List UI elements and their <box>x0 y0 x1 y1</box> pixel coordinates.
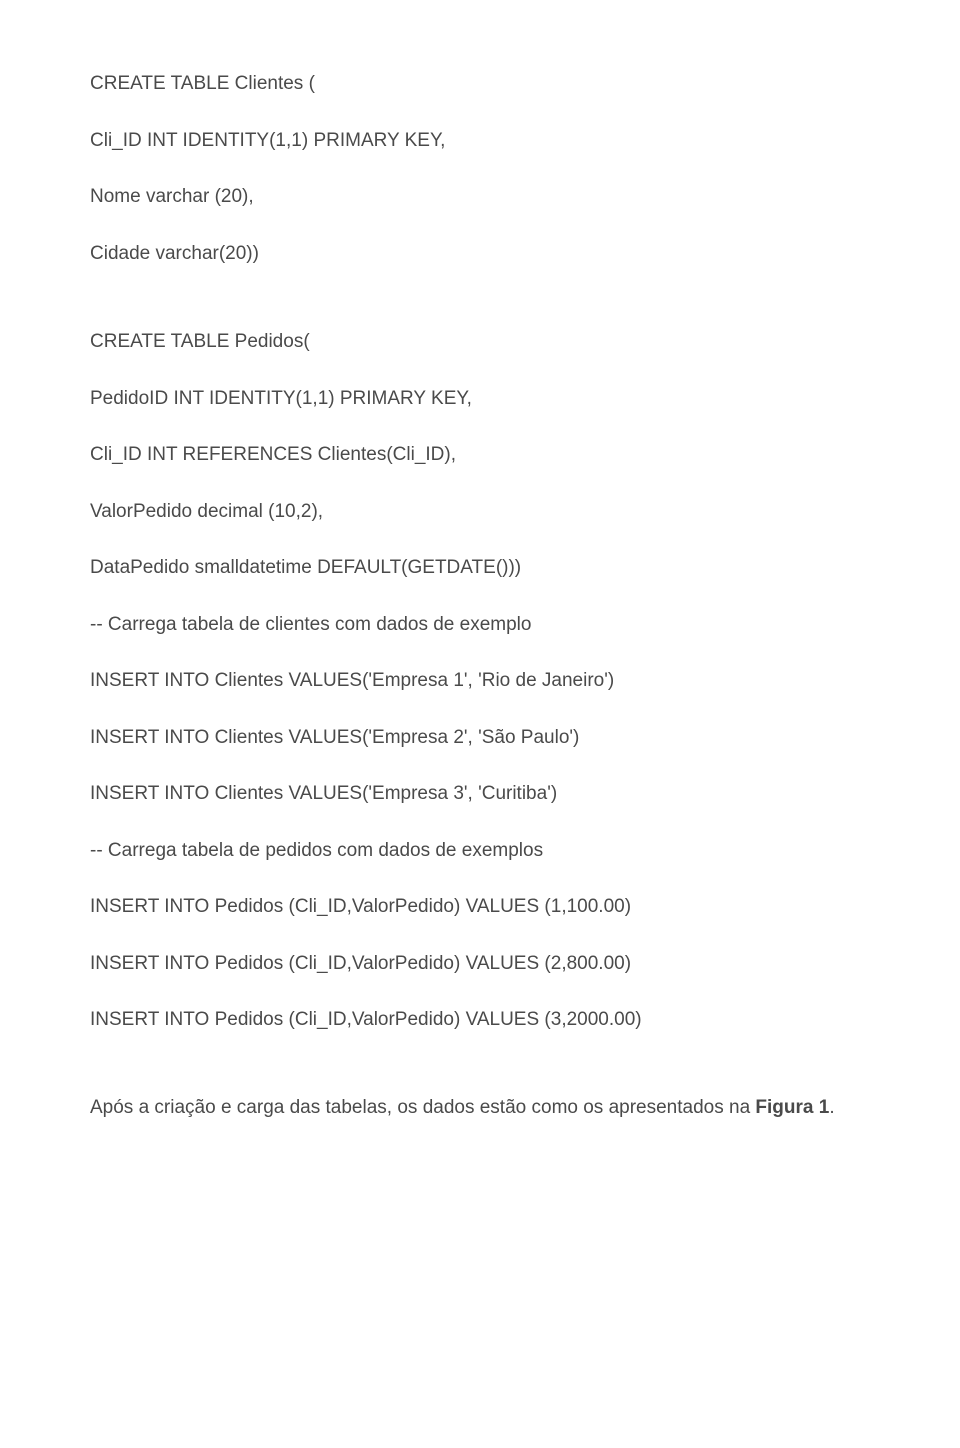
sql-line: CREATE TABLE Pedidos( <box>90 328 870 357</box>
document-page: CREATE TABLE Clientes ( Cli_ID INT IDENT… <box>0 0 960 1182</box>
sql-line: INSERT INTO Pedidos (Cli_ID,ValorPedido)… <box>90 893 870 922</box>
sql-line: Nome varchar (20), <box>90 183 870 212</box>
sql-line: INSERT INTO Pedidos (Cli_ID,ValorPedido)… <box>90 1006 870 1035</box>
sql-line: INSERT INTO Clientes VALUES('Empresa 1',… <box>90 667 870 696</box>
sql-line: INSERT INTO Pedidos (Cli_ID,ValorPedido)… <box>90 950 870 979</box>
footer-text-suffix: . <box>829 1097 834 1118</box>
footer-figure-ref: Figura 1 <box>755 1097 829 1118</box>
sql-line: CREATE TABLE Clientes ( <box>90 70 870 99</box>
sql-line: ValorPedido decimal (10,2), <box>90 498 870 527</box>
sql-line: Cli_ID INT REFERENCES Clientes(Cli_ID), <box>90 441 870 470</box>
sql-comment: -- Carrega tabela de pedidos com dados d… <box>90 837 870 866</box>
sql-line: Cidade varchar(20)) <box>90 240 870 269</box>
sql-line: INSERT INTO Clientes VALUES('Empresa 2',… <box>90 724 870 753</box>
sql-line: INSERT INTO Clientes VALUES('Empresa 3',… <box>90 780 870 809</box>
footer-text-prefix: Após a criação e carga das tabelas, os d… <box>90 1097 755 1118</box>
section-gap <box>90 296 870 328</box>
sql-comment: -- Carrega tabela de clientes com dados … <box>90 611 870 640</box>
sql-line: PedidoID INT IDENTITY(1,1) PRIMARY KEY, <box>90 385 870 414</box>
sql-line: DataPedido smalldatetime DEFAULT(GETDATE… <box>90 554 870 583</box>
sql-line: Cli_ID INT IDENTITY(1,1) PRIMARY KEY, <box>90 127 870 156</box>
footer-paragraph: Após a criação e carga das tabelas, os d… <box>90 1093 870 1122</box>
